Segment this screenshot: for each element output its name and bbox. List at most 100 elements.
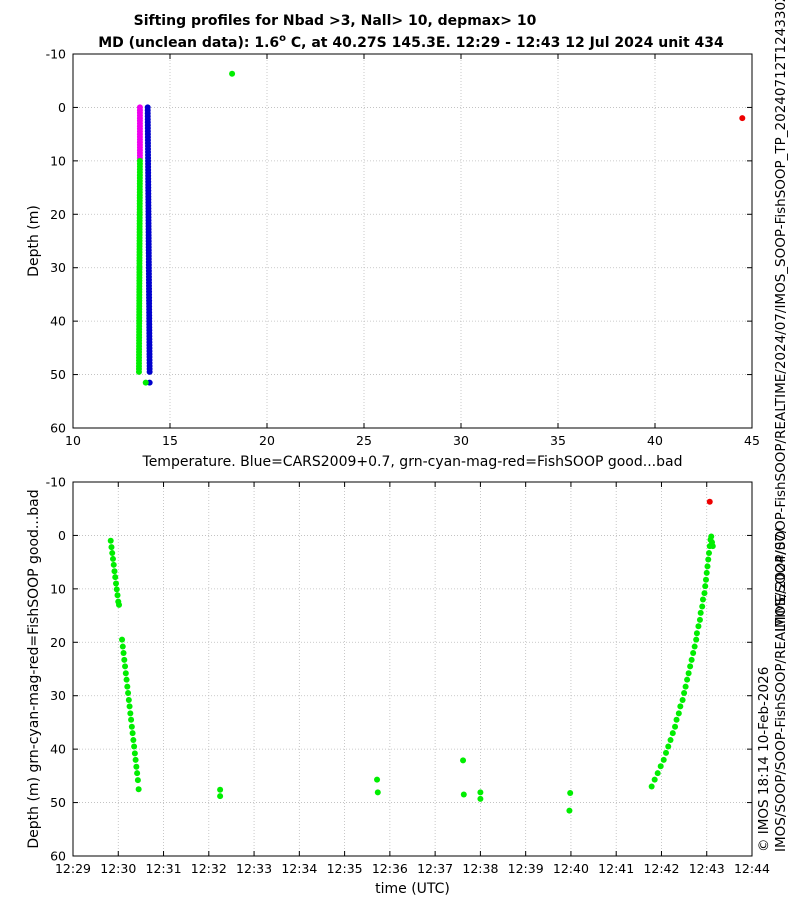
data-point xyxy=(697,609,704,616)
plot-frame xyxy=(72,481,753,857)
data-point xyxy=(122,670,129,677)
data-point xyxy=(110,561,117,568)
data-point xyxy=(567,789,574,796)
data-point xyxy=(705,556,712,563)
data-point xyxy=(706,498,713,505)
title-line-2-suffix: C, at 40.27S 145.3E. 12:29 - 12:43 12 Ju… xyxy=(286,35,724,51)
data-point xyxy=(648,783,655,790)
data-point xyxy=(702,583,709,590)
data-point xyxy=(125,696,132,703)
data-point xyxy=(112,574,119,581)
x-tick-label: 12:33 xyxy=(236,861,272,876)
x-tick-label: 10 xyxy=(65,433,81,448)
data-point xyxy=(116,601,123,608)
x-tick-label: 40 xyxy=(647,433,663,448)
data-point xyxy=(667,737,674,744)
data-point xyxy=(679,696,686,703)
x-axis-label: time (UTC) xyxy=(375,881,450,897)
data-point xyxy=(134,777,141,784)
data-point xyxy=(460,791,467,798)
data-point xyxy=(675,710,682,717)
x-tick-label: 12:39 xyxy=(508,861,544,876)
data-point xyxy=(705,550,712,557)
data-point xyxy=(681,690,688,697)
data-point xyxy=(703,569,710,576)
plot-frame xyxy=(72,53,753,429)
data-point xyxy=(133,763,140,770)
y-tick-label: 20 xyxy=(50,635,66,650)
x-tick-label: 12:37 xyxy=(417,861,453,876)
side-filename: IMOS/SOOP/SOOP-FishSOOP/REALTIME/2024/07… xyxy=(773,0,789,632)
x-tick-label: 12:42 xyxy=(643,861,679,876)
title-line-2-prefix: MD (unclean data): 1.6 xyxy=(98,35,279,51)
plot-area xyxy=(73,54,752,428)
data-point xyxy=(121,656,128,663)
x-tick-label: 35 xyxy=(550,433,566,448)
x-tick-label: 12:43 xyxy=(689,861,725,876)
data-point xyxy=(134,770,141,777)
x-tick-label: 12:32 xyxy=(191,861,227,876)
y-tick-label: -10 xyxy=(46,475,66,490)
y-tick-label: 40 xyxy=(50,314,66,329)
data-point xyxy=(128,716,135,723)
y-tick-label: 30 xyxy=(50,688,66,703)
data-point xyxy=(135,368,142,375)
data-point xyxy=(685,670,692,677)
x-tick-label: 30 xyxy=(453,433,469,448)
title-line-1: Sifting profiles for Nbad >3, Nall> 10, … xyxy=(134,13,537,29)
data-point xyxy=(691,643,698,650)
data-point xyxy=(660,756,667,763)
data-point xyxy=(709,543,716,550)
data-point xyxy=(229,70,236,77)
y-tick-label: 0 xyxy=(58,100,66,115)
side-path-lower: IMOS/SOOP/SOOP-FishSOOP/REALTIME/2024/07… xyxy=(773,528,789,852)
data-point xyxy=(120,649,127,656)
y-tick-label: 30 xyxy=(50,260,66,275)
data-point xyxy=(111,568,118,575)
x-tick-label: 12:30 xyxy=(100,861,136,876)
x-tick-label: 25 xyxy=(356,433,372,448)
data-point xyxy=(657,763,664,770)
x-tick-label: 12:36 xyxy=(372,861,408,876)
side-copyright: © IMOS 18:14 10-Feb-2026 xyxy=(756,667,772,852)
title-line-2: MD (unclean data): 1.6o C, at 40.27S 145… xyxy=(98,33,724,51)
data-point xyxy=(119,636,126,643)
profile-plot: 10 15 20 25 30 35 40 45 -10 0 10 20 30 40 50 60 Temperat… xyxy=(26,47,760,471)
data-point xyxy=(108,544,115,551)
data-point xyxy=(113,580,120,587)
data-point xyxy=(693,630,700,637)
data-point xyxy=(127,710,134,717)
side-path: IMOS/SOOP/SOOP-FishSOOP/REALTIME/2024/07… xyxy=(773,308,789,632)
data-point xyxy=(109,555,116,562)
y-axis-label: Depth (m) xyxy=(26,205,42,277)
data-point xyxy=(654,770,661,777)
plot-area xyxy=(73,482,752,856)
x-tick-label: 45 xyxy=(744,433,760,448)
data-point xyxy=(217,793,224,800)
x-tick-label: 15 xyxy=(162,433,178,448)
data-point xyxy=(566,807,573,814)
y-tick-label: 50 xyxy=(50,795,66,810)
data-point xyxy=(696,616,703,623)
data-point xyxy=(128,723,135,730)
data-point xyxy=(704,563,711,570)
x-tick-label: 12:40 xyxy=(553,861,589,876)
side-file: IMOS_SOOP-FishSOOP_TP_20240712T124330Z_F… xyxy=(773,0,789,309)
y-tick-label: 20 xyxy=(50,207,66,222)
x-tick-label: 12:29 xyxy=(55,861,91,876)
data-point xyxy=(131,743,138,750)
x-tick-label: 12:41 xyxy=(598,861,634,876)
data-point xyxy=(699,596,706,603)
data-point xyxy=(130,737,137,744)
data-point xyxy=(651,776,658,783)
data-point xyxy=(688,656,695,663)
y-tick-label: 60 xyxy=(50,849,66,864)
data-point xyxy=(142,379,149,386)
data-point xyxy=(699,603,706,610)
y-tick-label: 40 xyxy=(50,742,66,757)
data-point xyxy=(122,663,129,670)
x-tick-label: 20 xyxy=(259,433,275,448)
data-point xyxy=(477,789,484,796)
data-point xyxy=(682,683,689,690)
